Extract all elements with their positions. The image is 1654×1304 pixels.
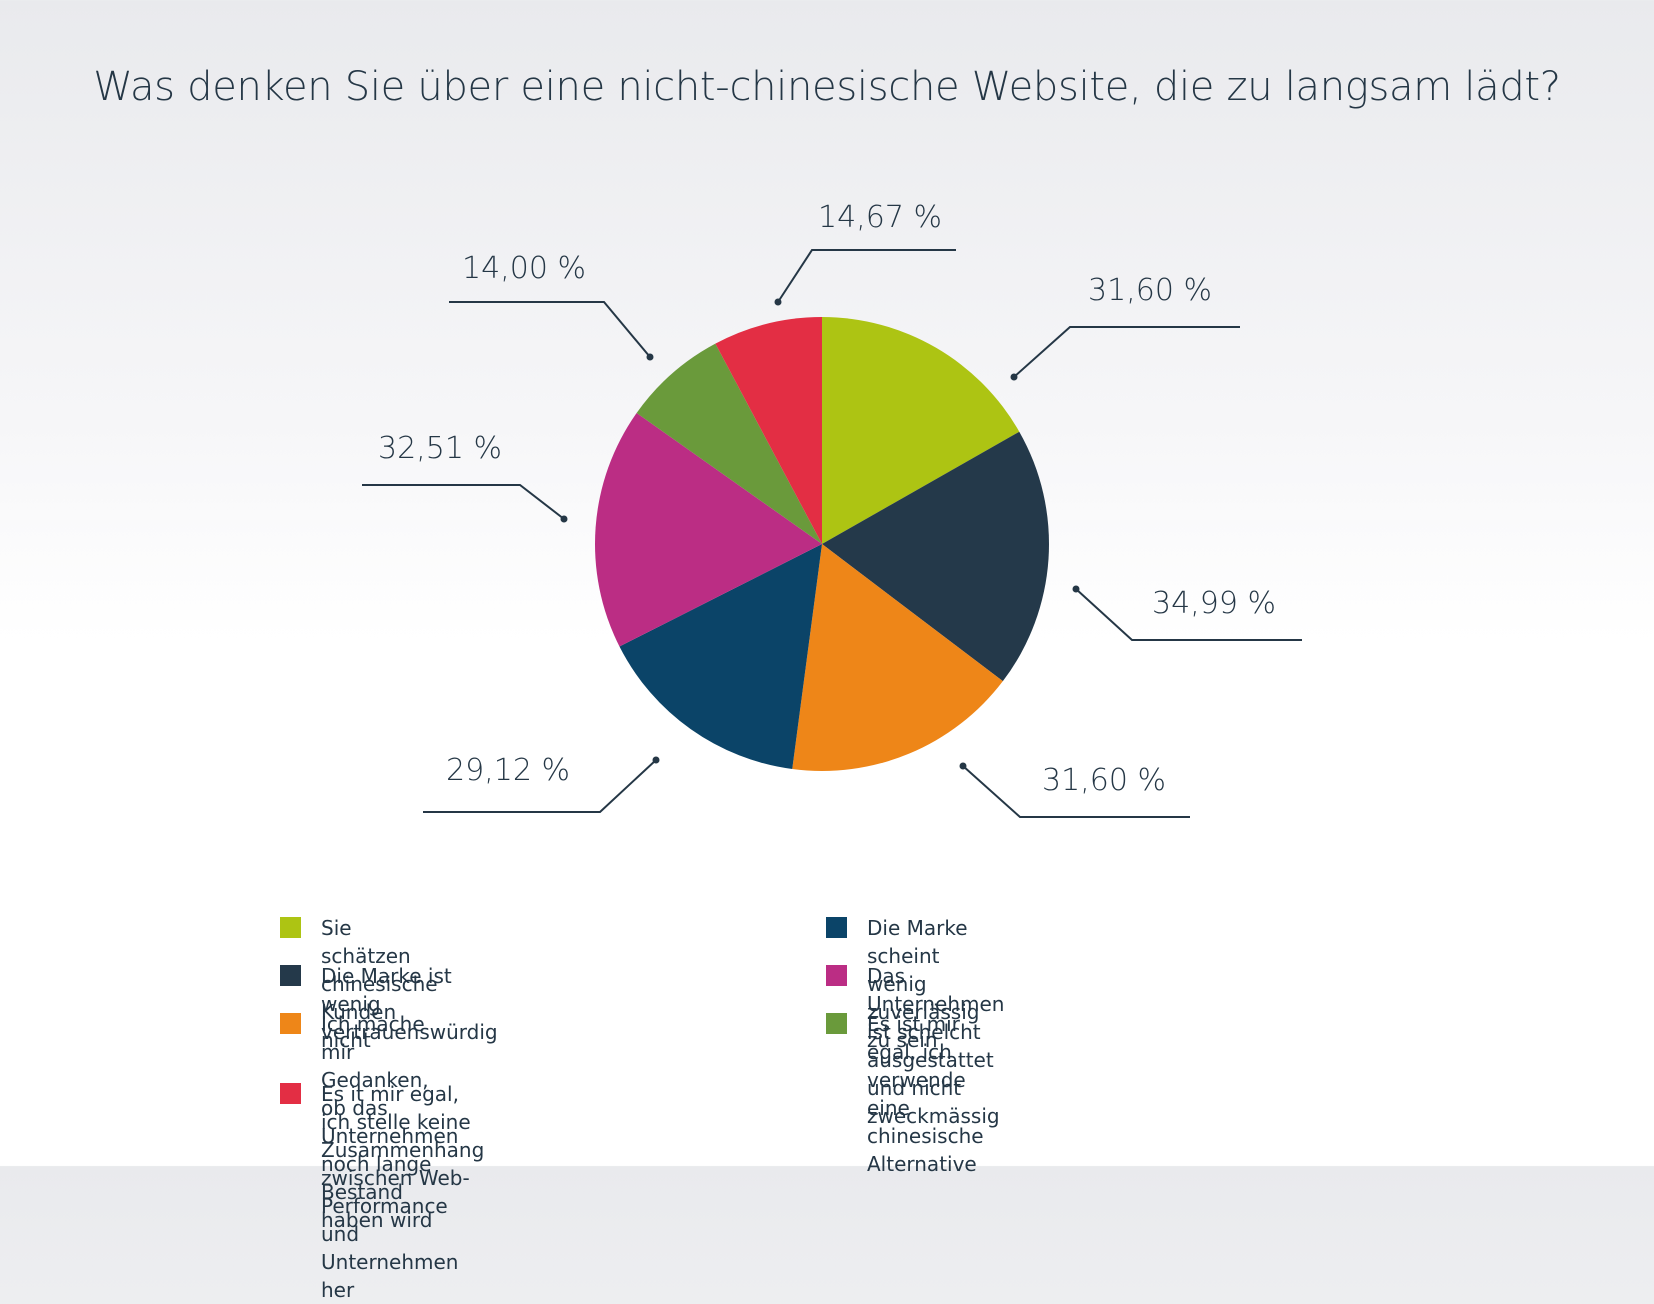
leader-line [962,765,1190,818]
pie-slice [619,544,822,770]
leader-line [362,484,565,520]
data-label: 14,67 % [818,200,942,235]
legend-label: Sie schätzen chinesische Kunden nicht [321,916,438,1052]
pie-slice [822,431,1049,682]
legend-swatch [280,1083,301,1104]
legend-label: Die Marke ist wenig vertrauenswürdig [321,964,498,1044]
legend-swatch [826,1013,847,1034]
data-label: 34,99 % [1152,586,1276,621]
pie-chart: 31,60 % 34,99 % 31,60 % 29,12 % 32,51 % 14,00… [362,200,1302,818]
leader-line [1075,588,1302,641]
leader-line [1013,326,1240,378]
legend-item: Die Marke ist wenig vertrauenswürdig [280,962,498,1046]
legend-item: Es it mir egal, ich stelle keine Zusamme… [280,1080,484,1304]
legend-item: Das Unternehmen ist schelcht ausgestatte… [826,962,1004,1130]
legend-item: Es ist mir egal, ich verwende eine chine… [826,1010,984,1178]
leader-line [449,301,651,358]
data-label: 32,51 % [378,431,502,466]
pie-slice [792,544,1003,772]
legend-label: Das Unternehmen ist schelcht ausgestatte… [867,964,1005,1128]
legend-swatch [826,965,847,986]
chart-title: Was denken Sie über eine nicht-chinesisc… [93,64,1561,110]
legend-label: Es it mir egal, ich stelle keine Zusamme… [321,1082,485,1302]
legend-item: Die Marke scheint wenig zuverlässig zu s… [826,914,979,1054]
legend-label: Die Marke scheint wenig zuverlässig zu s… [867,916,980,1052]
pie-slice [636,343,822,544]
data-label: 31,60 % [1042,763,1166,798]
legend-item: Sie schätzen chinesische Kunden nicht [280,914,438,1054]
pie-slice [822,317,1020,544]
legend-swatch [826,917,847,938]
pie-slice [595,413,822,647]
leader-line [423,759,657,813]
legend-swatch [280,965,301,986]
legend-swatch [280,917,301,938]
data-label: 14,00 % [462,251,586,286]
pie-slice [715,317,822,544]
legend-label: Es ist mir egal, ich verwende eine chine… [867,1012,984,1176]
legend-swatch [280,1013,301,1034]
data-label: 29,12 % [446,753,570,788]
leader-line [777,249,956,303]
legend-label-line: Ich mache mir Gedanken, ob das Unternehm… [321,1012,459,1148]
data-label: 31,60 % [1088,273,1212,308]
